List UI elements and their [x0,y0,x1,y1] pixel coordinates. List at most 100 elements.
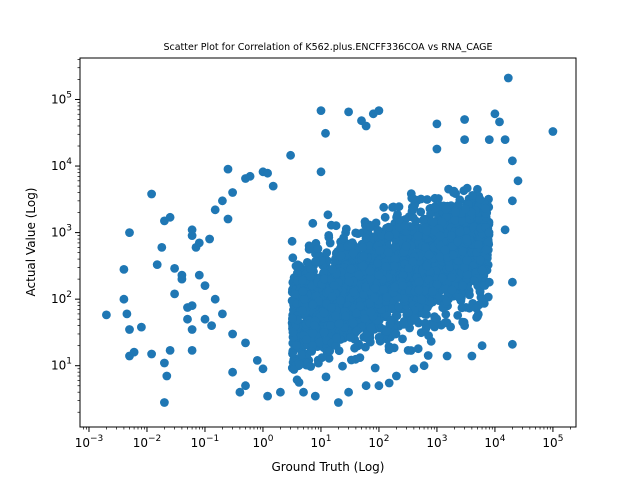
data-point [125,325,134,334]
data-point [440,245,450,255]
data-point [152,260,162,269]
y-tick-label: 102 [51,290,72,306]
data-point [366,222,375,232]
data-point [373,225,383,235]
data-point [468,191,477,200]
data-point [458,246,467,256]
data-point [480,203,490,213]
data-point [346,333,355,342]
data-point [484,277,494,287]
data-point [316,167,326,177]
data-point [200,281,210,290]
x-tick-label: 10−2 [133,434,162,450]
data-point [462,256,472,265]
data-point [299,294,309,304]
data-point [462,183,472,193]
data-point [323,210,333,220]
data-point [370,283,380,293]
data-point [137,322,146,332]
data-point [483,292,493,302]
data-point [288,349,297,358]
data-point [432,280,442,289]
data-point [384,378,394,388]
data-point [381,262,391,271]
data-point [460,115,469,124]
data-point [408,194,418,204]
data-point [460,321,469,330]
data-point [379,202,389,212]
data-point [325,346,335,356]
data-point [334,398,343,407]
data-point [286,150,295,160]
data-point [374,106,384,115]
data-point [424,250,434,260]
data-point [218,196,227,206]
data-point [366,323,376,333]
data-point [319,308,329,318]
data-point [440,318,450,328]
data-point [327,303,336,313]
data-point [302,258,312,267]
data-point [432,119,442,129]
data-point [288,253,298,263]
x-tick-label: 10−3 [75,434,104,450]
data-point [392,311,402,320]
data-point [358,243,368,252]
x-axis-label: Ground Truth (Log) [272,460,385,474]
data-point [315,337,325,347]
data-point [447,272,457,282]
data-point [326,220,336,230]
data-point [170,289,180,299]
data-point [484,228,494,237]
data-point [548,127,558,136]
data-point [370,293,379,303]
data-point [341,224,351,234]
x-tick-label: 105 [542,434,563,450]
y-axis-ticks: 101 102 103 104 105 [51,59,80,413]
data-point [359,290,368,299]
data-point [513,176,523,186]
data-point [344,107,353,117]
data-point [503,73,513,83]
data-point [447,231,456,240]
data-point [327,292,337,302]
data-point [210,294,220,304]
data-point [432,314,442,324]
data-point [382,326,391,336]
data-point [384,222,393,232]
data-point [380,212,390,222]
data-point [194,238,204,248]
data-point [160,398,169,407]
data-point [200,314,210,324]
data-point [473,312,482,321]
data-point [268,181,278,191]
data-point [457,303,467,313]
data-point [370,363,380,373]
data-point [295,360,304,370]
data-point [187,225,197,235]
data-point [129,347,139,357]
data-point [361,381,371,391]
data-point [177,274,187,284]
data-point [416,207,426,217]
data-point [334,319,344,328]
data-point [366,307,376,317]
data-point [457,216,467,226]
data-point [432,144,442,154]
data-point [338,361,347,371]
data-point [374,381,384,391]
data-point [336,243,345,253]
data-point [477,265,487,275]
data-point [453,311,463,320]
y-tick-label: 101 [51,357,72,373]
data-point [361,121,371,131]
data-point [297,350,306,360]
data-point [361,342,370,352]
data-point [308,300,318,310]
data-point [324,353,334,363]
data-point [500,135,510,145]
data-point [409,364,419,374]
data-point [162,371,172,381]
data-point [383,247,393,257]
data-point [449,186,459,196]
